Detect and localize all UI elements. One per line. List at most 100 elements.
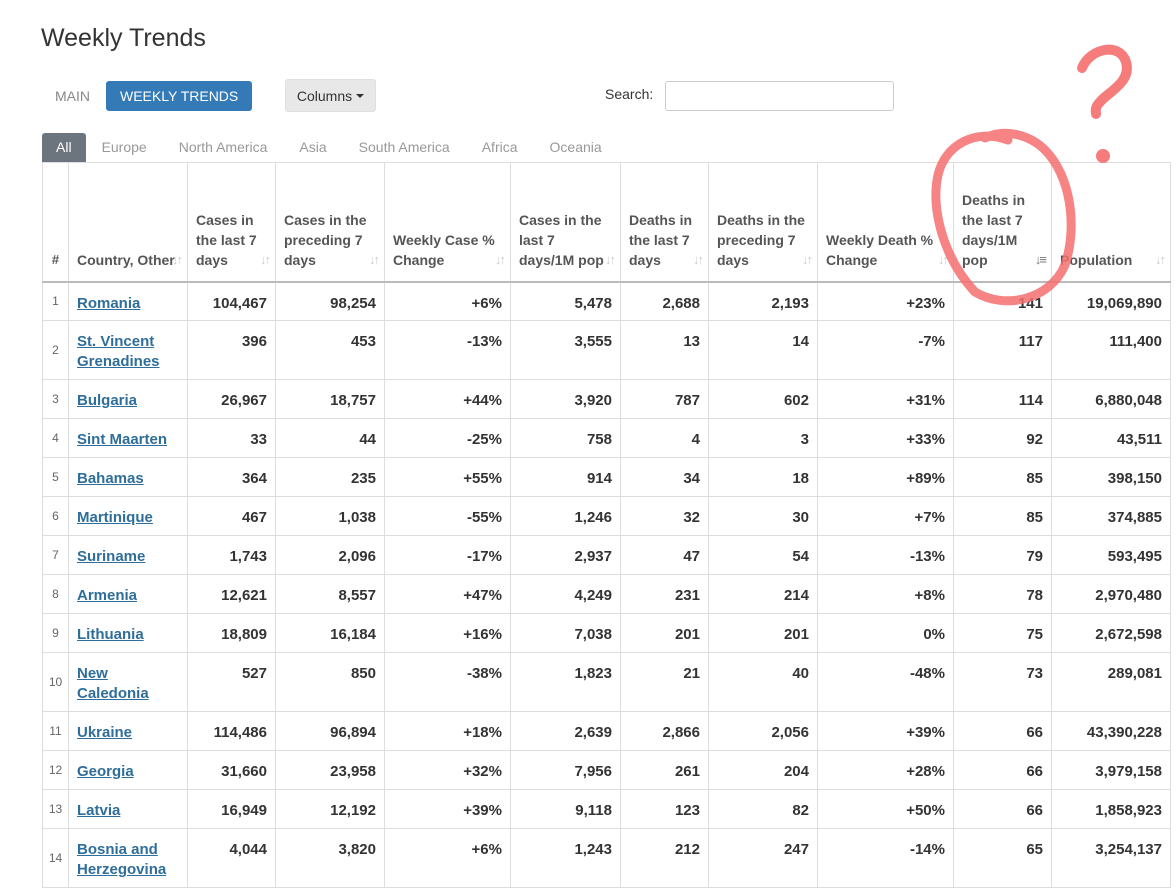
column-header-6[interactable]: Deaths in the last 7 days ↓↑ xyxy=(620,162,709,283)
country-link[interactable]: Bahamas xyxy=(77,470,144,487)
country-link[interactable]: Armenia xyxy=(77,587,138,604)
sort-icon[interactable]: ↓↑ xyxy=(172,251,183,267)
column-header-label: Country, Other xyxy=(77,251,175,268)
value-cell: +31% xyxy=(817,379,954,419)
nav-main-link[interactable]: MAIN xyxy=(55,88,90,104)
column-header-label: Weekly Death % Change xyxy=(826,231,934,268)
row-index: 9 xyxy=(42,613,69,653)
sort-icon[interactable]: ↓↑ xyxy=(938,251,949,267)
country-cell: Latvia xyxy=(68,789,188,829)
value-cell: 8,557 xyxy=(275,574,385,614)
column-header-7[interactable]: Deaths in the preceding 7 days ↓↑ xyxy=(708,162,818,283)
column-header-3[interactable]: Cases in the preceding 7 days ↓↑ xyxy=(275,162,385,283)
columns-dropdown-button[interactable]: Columns xyxy=(285,79,376,112)
country-link[interactable]: St. Vincent Grenadines xyxy=(77,333,160,370)
value-cell: 30 xyxy=(708,496,818,536)
country-link[interactable]: Latvia xyxy=(77,802,121,819)
page-title: Weekly Trends xyxy=(41,24,206,52)
column-header-10[interactable]: Population ↓↑ xyxy=(1051,162,1171,283)
column-header-1[interactable]: Country, Other ↓↑ xyxy=(68,162,188,283)
row-index: 8 xyxy=(42,574,69,614)
country-cell: Lithuania xyxy=(68,613,188,653)
value-cell: 758 xyxy=(510,418,621,458)
country-link[interactable]: New Caledonia xyxy=(77,665,149,702)
country-link[interactable]: Martinique xyxy=(77,509,153,526)
value-cell: +89% xyxy=(817,457,954,497)
value-cell: 1,038 xyxy=(275,496,385,536)
value-cell: +32% xyxy=(384,750,511,790)
value-cell: 111,400 xyxy=(1051,320,1171,380)
table-row: 4 Sint Maarten 33 44 -25% 758 4 3 +33% 92 43,511 xyxy=(42,418,1171,458)
value-cell: 2,866 xyxy=(620,711,709,751)
value-cell: 47 xyxy=(620,535,709,575)
tab-africa[interactable]: Africa xyxy=(481,139,518,155)
value-cell: +28% xyxy=(817,750,954,790)
row-index: 2 xyxy=(42,320,69,380)
value-cell: 201 xyxy=(620,613,709,653)
row-index: 12 xyxy=(42,750,69,790)
column-header-label: # xyxy=(51,251,60,267)
sort-icon[interactable]: ↓↑ xyxy=(605,251,616,267)
country-link[interactable]: Ukraine xyxy=(77,724,133,741)
sort-icon[interactable]: ↓↑ xyxy=(260,251,271,267)
value-cell: 79 xyxy=(953,535,1052,575)
column-header-2[interactable]: Cases in the last 7 days ↓↑ xyxy=(187,162,276,283)
tab-asia[interactable]: Asia xyxy=(299,139,327,155)
value-cell: 231 xyxy=(620,574,709,614)
tab-all[interactable]: All xyxy=(42,133,86,162)
value-cell: 2,688 xyxy=(620,281,709,321)
sort-desc-icon[interactable]: ↓≡ xyxy=(1034,251,1047,267)
value-cell: +6% xyxy=(384,828,511,888)
table-row: 12 Georgia 31,660 23,958 +32% 7,956 261 204 +28%… xyxy=(42,750,1171,790)
table-row: 10 New Caledonia 527 850 -38% 1,823 21 40 -48% 73… xyxy=(42,652,1171,712)
tab-oceania[interactable]: Oceania xyxy=(549,139,602,155)
search-input[interactable] xyxy=(665,81,894,111)
country-link[interactable]: Georgia xyxy=(77,763,134,780)
sort-icon[interactable]: ↓↑ xyxy=(1155,251,1166,267)
value-cell: 527 xyxy=(187,652,276,712)
sort-icon[interactable]: ↓↑ xyxy=(802,251,813,267)
tab-south-america[interactable]: South America xyxy=(358,139,450,155)
country-link[interactable]: Bosnia and Herzegovina xyxy=(77,841,167,878)
value-cell: 44 xyxy=(275,418,385,458)
column-header-5[interactable]: Cases in the last 7 days/1M pop ↓↑ xyxy=(510,162,621,283)
country-cell: Martinique xyxy=(68,496,188,536)
value-cell: 7,038 xyxy=(510,613,621,653)
value-cell: 4 xyxy=(620,418,709,458)
row-index: 6 xyxy=(42,496,69,536)
value-cell: 66 xyxy=(953,750,1052,790)
value-cell: 4,249 xyxy=(510,574,621,614)
value-cell: -13% xyxy=(384,320,511,380)
country-link[interactable]: Romania xyxy=(77,294,141,312)
country-link[interactable]: Lithuania xyxy=(77,626,144,643)
tab-north-america[interactable]: North America xyxy=(178,139,268,155)
column-header-9[interactable]: Deaths in the last 7 days/1M pop ↓≡ xyxy=(953,162,1052,283)
country-link[interactable]: Sint Maarten xyxy=(77,431,168,448)
column-header-label: Cases in the preceding 7 days xyxy=(284,211,367,268)
nav-weekly-trends-button[interactable]: WEEKLY TRENDS xyxy=(106,81,253,111)
sort-icon[interactable]: ↓↑ xyxy=(693,251,704,267)
sort-icon[interactable]: ↓↑ xyxy=(369,251,380,267)
value-cell: 593,495 xyxy=(1051,535,1171,575)
tab-europe[interactable]: Europe xyxy=(101,139,147,155)
column-header-4[interactable]: Weekly Case % Change ↓↑ xyxy=(384,162,511,283)
value-cell: -55% xyxy=(384,496,511,536)
row-index: 7 xyxy=(42,535,69,575)
sort-icon[interactable]: ↓↑ xyxy=(495,251,506,267)
value-cell: 43,390,228 xyxy=(1051,711,1171,751)
value-cell: 2,970,480 xyxy=(1051,574,1171,614)
column-header-0[interactable]: # xyxy=(42,162,69,283)
country-link[interactable]: Bulgaria xyxy=(77,392,138,409)
table-row: 8 Armenia 12,621 8,557 +47% 4,249 231 214 +8% 78 2… xyxy=(42,574,1171,614)
value-cell: 364 xyxy=(187,457,276,497)
column-header-8[interactable]: Weekly Death % Change ↓↑ xyxy=(817,162,954,283)
country-link[interactable]: Suriname xyxy=(77,548,146,565)
value-cell: 204 xyxy=(708,750,818,790)
value-cell: +47% xyxy=(384,574,511,614)
row-index: 5 xyxy=(42,457,69,497)
value-cell: 65 xyxy=(953,828,1052,888)
value-cell: 7,956 xyxy=(510,750,621,790)
columns-label: Columns xyxy=(296,87,353,104)
value-cell: 18 xyxy=(708,457,818,497)
value-cell: 9,118 xyxy=(510,789,621,829)
